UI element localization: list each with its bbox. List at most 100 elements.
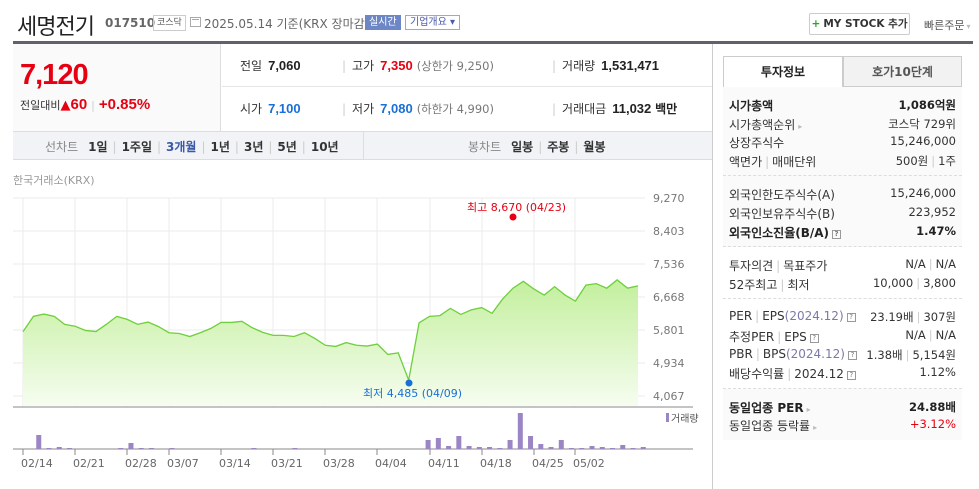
stock-name: 세명전기 — [17, 15, 95, 40]
tab-investment-info[interactable]: 투자정보 — [723, 56, 843, 87]
info-row: PER | EPS(2024.12)? 23.19배 | 307원 — [729, 309, 956, 325]
tab-3m[interactable]: 3개월 — [166, 140, 197, 154]
info-row: 투자의견 | 목표주가 N/A | N/A — [729, 257, 956, 274]
svg-text:8,403: 8,403 — [653, 225, 685, 238]
svg-text:7,536: 7,536 — [653, 258, 685, 271]
plus-icon: + — [811, 18, 821, 30]
info-row: 추정PER | EPS? N/A | N/A — [729, 327, 956, 344]
arrow-right-icon: ▸ — [806, 404, 811, 414]
candle-chart-tabs: 봉차트 일봉 | 주봉 | 월봉 — [468, 140, 606, 154]
svg-text:4,934: 4,934 — [653, 357, 685, 370]
add-my-stock-button[interactable]: + MY STOCK 추가 — [809, 13, 910, 35]
realtime-button[interactable]: 실시간 — [365, 15, 401, 30]
svg-text:04/18: 04/18 — [480, 457, 512, 470]
up-triangle-icon: ▲ — [60, 98, 71, 113]
tab-1w[interactable]: 1주일 — [121, 140, 152, 154]
volume-legend-icon — [666, 413, 669, 422]
chart-source: 한국거래소(KRX) — [13, 174, 95, 187]
info-row: 배당수익률 | 2024.12? 1.12% — [729, 365, 956, 382]
tab-1d[interactable]: 1일 — [88, 140, 108, 154]
tab-weekly[interactable]: 주봉 — [547, 140, 570, 154]
info-row: 상장주식수 15,246,000 — [729, 134, 956, 151]
tab-10y[interactable]: 10년 — [310, 140, 339, 154]
svg-text:03/21: 03/21 — [271, 457, 303, 470]
info-row: 외국인소진율(B/A)? 1.47% — [729, 223, 956, 240]
line-chart-tabs: 선차트 1일 | 1주일 | 3개월 | 1년 | 3년 | 5년 | 10년 — [45, 140, 339, 154]
quick-order-label: 빠른주문 — [924, 19, 965, 32]
panel-divider — [712, 44, 713, 489]
quote-table: 전일 7,060 | 고가 7,350 (상한가 9,250) | 거래량 1,531,47… — [222, 44, 713, 131]
help-icon[interactable]: ? — [847, 350, 857, 360]
svg-text:9,270: 9,270 — [653, 192, 685, 205]
price-chart[interactable]: 9,270 8,403 7,536 6,668 5,801 4,934 4,067 02/1… — [0, 185, 713, 489]
company-overview-dropdown[interactable]: 기업개요 ▾ — [405, 15, 460, 30]
info-row: 52주최고 | 최저 10,000 | 3,800 — [729, 275, 956, 292]
info-row: 시가총액 1,086억원 — [729, 98, 956, 113]
info-row: 외국인한도주식수(A) 15,246,000 — [729, 186, 956, 203]
high-price: | 고가 7,350 (상한가 9,250) — [342, 58, 494, 73]
tab-monthly[interactable]: 월봉 — [583, 140, 606, 154]
current-price-box: 7,120 전일대비▲60 | +0.85% — [13, 44, 221, 131]
tab-order-book[interactable]: 호가10단계 — [843, 56, 962, 87]
info-row: 외국인보유주식수(B) 223,952 — [729, 204, 956, 221]
svg-text:02/14: 02/14 — [21, 457, 53, 470]
change-label: 전일대비 — [20, 99, 61, 112]
price-change: 전일대비▲60 | +0.85% — [20, 96, 151, 113]
help-icon[interactable]: ? — [846, 371, 856, 381]
quote-row-1: 전일 7,060 | 고가 7,350 (상한가 9,250) | 거래량 1,531,47… — [222, 44, 713, 87]
stock-code: 017510 — [105, 16, 156, 30]
svg-text:02/21: 02/21 — [73, 457, 105, 470]
svg-text:05/02: 05/02 — [573, 457, 605, 470]
arrow-right-icon: ▸ — [813, 423, 818, 433]
low-price: | 저가 7,080 (하한가 4,990) — [342, 101, 494, 116]
change-value: 60 — [70, 96, 88, 113]
info-row[interactable]: 시가총액순위 ▸ 코스닥 729위 — [729, 116, 956, 132]
high-marker-icon — [509, 213, 517, 221]
svg-text:5,801: 5,801 — [653, 324, 685, 337]
market-badge: 코스닥 — [153, 15, 186, 31]
svg-text:03/28: 03/28 — [323, 457, 355, 470]
trade-amount: | 거래대금 11,032 백만 — [552, 101, 678, 116]
info-section3: 투자의견 | 목표주가 N/A | N/A 52주최고 | 최저 10,000 | 3,800 — [723, 247, 962, 300]
help-icon[interactable]: ? — [846, 313, 856, 323]
info-tabs: 투자정보 호가10단계 — [723, 56, 962, 87]
quote-row-2: 시가 7,100 | 저가 7,080 (하한가 4,990) | 거래대금 11,032 … — [222, 87, 713, 130]
prev-close: 전일 7,060 — [240, 58, 301, 73]
quick-order-dropdown[interactable]: 빠른주문 ▾ — [924, 17, 971, 33]
tab-1y[interactable]: 1년 — [210, 140, 230, 154]
low-marker-icon — [405, 379, 413, 387]
header-divider — [13, 41, 973, 44]
svg-text:6,668: 6,668 — [653, 291, 685, 304]
tab-3y[interactable]: 3년 — [243, 140, 264, 154]
help-icon[interactable]: ? — [809, 333, 819, 343]
chevron-down-icon: ▾ — [966, 22, 971, 31]
info-row: 액면가 | 매매단위 500원 | 1주 — [729, 153, 956, 169]
info-row: PBR | BPS(2024.12)? 1.38배 | 5,154원 — [729, 346, 956, 362]
svg-text:04/25: 04/25 — [532, 457, 564, 470]
reference-date: 2025.05.14 기준(KRX 장마감) — [204, 17, 370, 31]
svg-text:03/14: 03/14 — [219, 457, 251, 470]
arrow-right-icon: ▸ — [798, 121, 803, 131]
svg-text:4,067: 4,067 — [653, 390, 685, 403]
chart-period-tabs: 선차트 1일 | 1주일 | 3개월 | 1년 | 3년 | 5년 | 10년 봉차트 일봉 | 주봉 | 월봉 — [13, 131, 713, 160]
svg-text:04/04: 04/04 — [375, 457, 407, 470]
info-row[interactable]: 동일업종 등락률 ▸ +3.12% — [729, 417, 956, 434]
low-annotation: 최저 4,485 (04/09) — [363, 387, 462, 400]
svg-text:03/07: 03/07 — [167, 457, 199, 470]
stock-header: 세명전기 017510 코스닥 2025.05.14 기준(KRX 장마감) 실… — [0, 0, 979, 42]
change-percent: +0.85% — [98, 96, 151, 113]
current-price: 7,120 — [20, 59, 89, 91]
svg-text:02/28: 02/28 — [125, 457, 157, 470]
info-row[interactable]: 동일업종 PER ▸ 24.88배 — [729, 399, 956, 415]
svg-text:04/11: 04/11 — [428, 457, 460, 470]
add-my-stock-label: MY STOCK 추가 — [823, 18, 908, 30]
help-icon[interactable]: ? — [832, 229, 842, 239]
tab-daily[interactable]: 일봉 — [511, 140, 534, 154]
tab-5y[interactable]: 5년 — [277, 140, 297, 154]
high-annotation: 최고 8,670 (04/23) — [467, 201, 566, 214]
calendar-icon — [190, 17, 201, 27]
